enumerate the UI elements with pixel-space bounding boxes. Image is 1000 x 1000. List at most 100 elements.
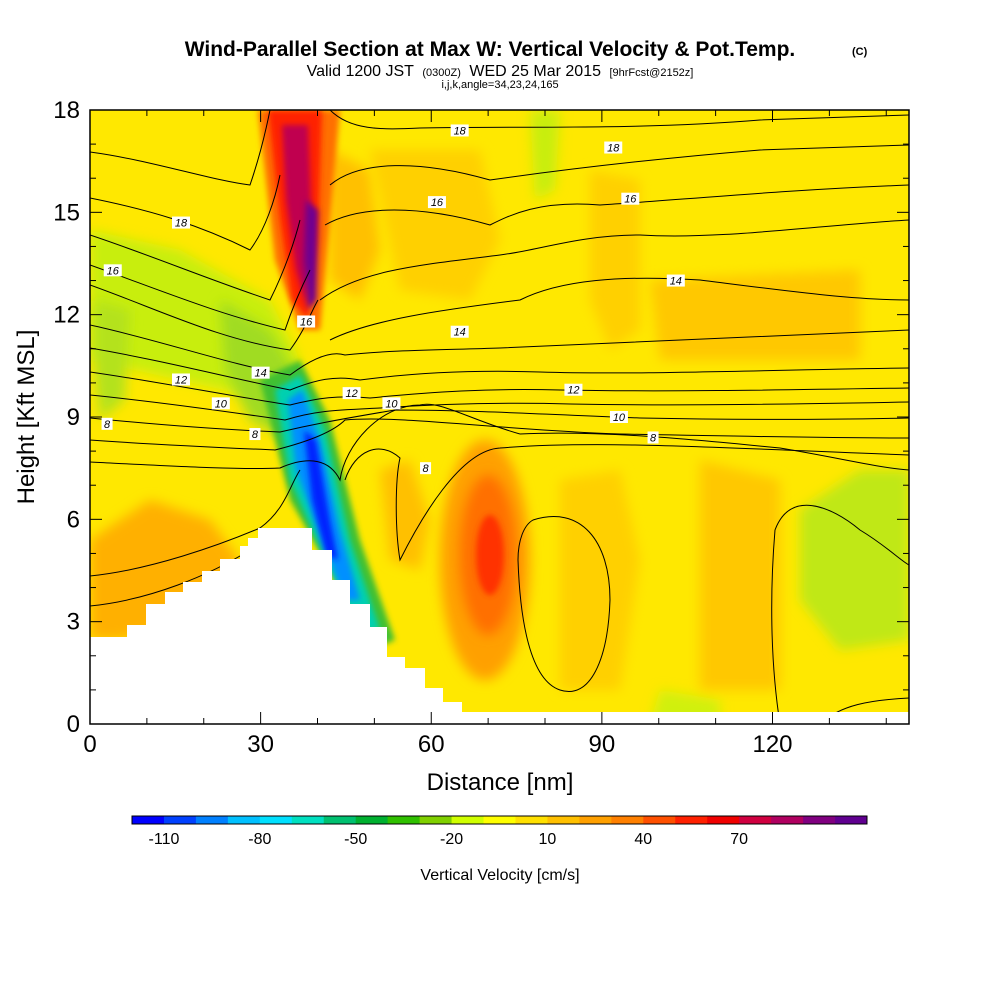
contour-label: 16 (624, 194, 637, 206)
contour-label-box (172, 216, 190, 229)
y-tick-label: 12 (53, 302, 80, 329)
title-mark: (C) (852, 46, 868, 58)
velocity-region-weak-descent-right (800, 470, 909, 650)
velocity-region-ascent-lower-mid (380, 460, 430, 570)
colorbar-swatch (259, 816, 293, 824)
colorbar-swatch (803, 816, 836, 824)
colorbar-swatch (387, 816, 421, 824)
contour-label-box (297, 315, 316, 328)
contour-label: 14 (454, 327, 466, 339)
velocity-region-lee-updraft-peak (304, 200, 318, 310)
colorbar-swatch (483, 816, 516, 824)
velocity-region-ascent-far-right (700, 460, 780, 690)
contour-label: 10 (613, 412, 626, 424)
contour-label: 8 (423, 463, 430, 475)
colorbar-swatch (579, 816, 612, 824)
y-tick-label: 3 (67, 609, 80, 636)
contour-label: 10 (385, 398, 398, 410)
potential-temperature-contours (90, 110, 909, 724)
contour-label: 18 (607, 143, 620, 155)
contour-label-box (382, 397, 401, 410)
contour-label-box (609, 411, 628, 423)
velocity-region-ascent-right-box (650, 270, 860, 360)
velocity-region-weak-descent-left (95, 300, 130, 420)
contour-label-box (427, 196, 446, 209)
colorbar-tick-label: 10 (539, 831, 557, 848)
colorbar-swatch (132, 816, 165, 824)
contour-label: 12 (175, 374, 187, 386)
velocity-region-updraft-inner (476, 515, 504, 595)
contour-label: 16 (107, 265, 120, 277)
velocity-field (90, 110, 909, 724)
terrain (90, 528, 909, 724)
colorbar-swatch (739, 816, 772, 824)
y-axis-label: Height [Kft MSL] (13, 330, 40, 505)
colorbar-swatch (547, 816, 580, 824)
contour-label-box (251, 366, 270, 379)
contour-label-box (621, 192, 640, 205)
y-tick-label: 15 (53, 199, 80, 226)
theta-contour (90, 469, 301, 577)
colorbar-swatch (611, 816, 644, 824)
y-tick-label: 18 (53, 97, 80, 124)
x-axis: 0 30 60 90 120 (83, 110, 887, 758)
theta-contour (771, 504, 909, 724)
theta-contour (90, 371, 909, 406)
contour-label: 14 (255, 368, 267, 380)
contour-label-box (172, 373, 190, 386)
contour-label: 18 (454, 125, 467, 137)
x-tick-label: 0 (83, 731, 96, 758)
chart-title: Wind-Parallel Section at Max W: Vertical… (185, 38, 796, 61)
contour-label-box (604, 141, 623, 154)
theta-contour (329, 277, 909, 341)
colorbar-swatch (707, 816, 740, 824)
contour-label-box (647, 431, 659, 444)
velocity-region-downdraft-core (304, 430, 338, 560)
contour-label: 14 (670, 276, 682, 288)
theta-contour (90, 264, 311, 331)
y-tick-label: 9 (67, 404, 80, 431)
theta-contour (519, 432, 909, 471)
theta-contour (329, 110, 909, 130)
theta-contour (324, 184, 909, 226)
colorbar-swatch (227, 816, 261, 824)
contour-label-box (564, 383, 583, 396)
theta-contour (319, 219, 909, 301)
contour-label: 8 (104, 419, 111, 431)
plot-area: 18 18 16 16 18 16 14 16 14 14 12 12 12 10 10 10 8 8 8 8 (90, 110, 909, 724)
colorbar: -110 -80 -50 -20 10 40 70 (131, 815, 868, 848)
colorbar-swatch (291, 816, 325, 824)
contour-label: 12 (346, 388, 358, 400)
contour-label: 18 (175, 218, 188, 230)
colorbar-swatch (163, 816, 197, 824)
colorbar-tick-label: -110 (149, 831, 180, 848)
contour-label-box (666, 274, 685, 287)
theta-contour (90, 549, 251, 607)
y-tick-label: 6 (67, 506, 80, 533)
contour-label-box (420, 462, 432, 475)
theta-contour (344, 444, 909, 562)
grid-indices: i,j,k,angle=34,23,24,165 (441, 79, 558, 91)
contour-label: 8 (650, 432, 657, 444)
theta-contour (90, 409, 909, 433)
colorbar-swatch (643, 816, 676, 824)
velocity-region-ascent-orange-band (370, 150, 500, 300)
colorbar-swatch (195, 816, 229, 824)
contour-label-box (101, 417, 113, 430)
x-tick-label: 90 (589, 731, 616, 758)
colorbar-swatch (355, 816, 389, 824)
contour-label: 8 (252, 429, 259, 441)
colorbar-swatch (835, 816, 868, 824)
y-tick-label: 0 (67, 711, 80, 738)
velocity-region-ascent-right-column (590, 170, 640, 350)
contour-label: 12 (567, 385, 579, 397)
colorbar-tick-label: 40 (634, 831, 652, 848)
contour-label-box (342, 387, 361, 400)
x-tick-label: 30 (247, 731, 274, 758)
colorbar-tick-label: -20 (440, 831, 463, 848)
contour-label-box (211, 397, 230, 410)
x-axis-label: Distance [nm] (427, 769, 574, 796)
theta-contour (90, 418, 909, 451)
contour-label: 16 (300, 316, 313, 328)
